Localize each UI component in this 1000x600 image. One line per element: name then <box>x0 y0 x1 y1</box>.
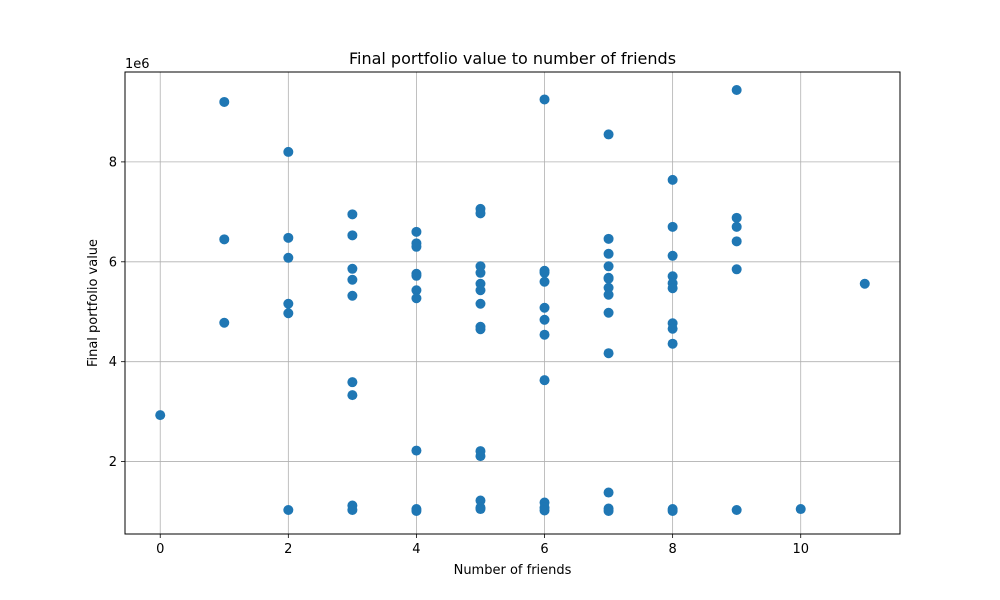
data-point <box>347 390 358 401</box>
data-point <box>603 261 614 272</box>
x-tick-label: 0 <box>156 542 164 557</box>
data-point <box>475 285 486 296</box>
data-point <box>603 289 614 300</box>
data-point <box>603 307 614 318</box>
data-point <box>347 377 358 388</box>
data-point <box>219 234 230 245</box>
data-point <box>667 271 678 282</box>
data-point <box>283 232 294 243</box>
data-point <box>603 248 614 259</box>
data-point <box>411 293 422 304</box>
data-point <box>475 324 486 335</box>
data-point <box>603 129 614 140</box>
data-point <box>347 290 358 301</box>
data-point <box>475 267 486 278</box>
data-point <box>347 505 358 516</box>
data-point <box>283 298 294 309</box>
data-point <box>667 174 678 185</box>
y-tick-label: 4 <box>109 355 117 370</box>
data-point <box>347 230 358 241</box>
data-point <box>603 233 614 244</box>
data-point <box>219 96 230 107</box>
data-points <box>155 84 870 517</box>
data-point <box>411 445 422 456</box>
x-tick-label: 2 <box>284 542 292 557</box>
y-axis-ticks: 2 4 6 8 <box>109 155 125 470</box>
data-point <box>283 505 294 516</box>
y-tick-label: 2 <box>109 455 117 470</box>
data-point <box>411 506 422 517</box>
data-point <box>475 451 486 462</box>
plot-area-frame <box>124 71 901 535</box>
data-point <box>475 495 486 506</box>
data-point <box>731 221 742 232</box>
data-point <box>539 329 550 340</box>
data-point <box>475 208 486 219</box>
data-point <box>411 226 422 237</box>
y-axis-label: Final portfolio value <box>86 239 101 367</box>
data-point <box>667 506 678 517</box>
data-point <box>283 308 294 319</box>
data-point <box>539 314 550 325</box>
x-tick-label: 8 <box>668 542 676 557</box>
y-axis-scale-note: 1e6 <box>125 57 150 72</box>
data-point <box>475 504 486 515</box>
data-point <box>219 317 230 328</box>
x-tick-label: 10 <box>792 542 809 557</box>
data-point <box>731 236 742 247</box>
data-point <box>411 285 422 296</box>
data-point <box>731 264 742 275</box>
data-point <box>731 505 742 516</box>
data-point <box>539 302 550 313</box>
data-point <box>283 252 294 263</box>
data-point <box>411 270 422 281</box>
data-point <box>539 94 550 105</box>
x-tick-label: 6 <box>540 542 548 557</box>
data-point <box>667 221 678 232</box>
data-point <box>155 410 166 421</box>
data-point <box>539 276 550 287</box>
data-point <box>539 375 550 386</box>
data-point <box>603 487 614 498</box>
y-tick-label: 8 <box>109 155 117 170</box>
data-point <box>667 338 678 349</box>
y-tick-label: 6 <box>109 255 117 270</box>
data-point <box>859 278 870 289</box>
data-point <box>731 84 742 95</box>
data-point <box>667 250 678 261</box>
x-axis-ticks: 0 2 4 6 8 10 <box>156 534 809 557</box>
x-tick-label: 4 <box>412 542 420 557</box>
data-point <box>667 323 678 334</box>
data-point <box>731 212 742 223</box>
data-point <box>667 283 678 294</box>
data-point <box>603 506 614 517</box>
data-point <box>539 267 550 278</box>
data-point <box>475 298 486 309</box>
data-point <box>603 348 614 359</box>
data-point <box>603 282 614 293</box>
data-point <box>347 274 358 285</box>
data-point <box>411 241 422 252</box>
data-point <box>347 209 358 220</box>
data-point <box>283 146 294 157</box>
chart-title: Final portfolio value to number of frien… <box>349 49 676 68</box>
data-point <box>347 263 358 274</box>
data-point <box>539 505 550 516</box>
data-point <box>795 504 806 515</box>
data-point <box>603 273 614 284</box>
x-axis-label: Number of friends <box>454 563 572 578</box>
